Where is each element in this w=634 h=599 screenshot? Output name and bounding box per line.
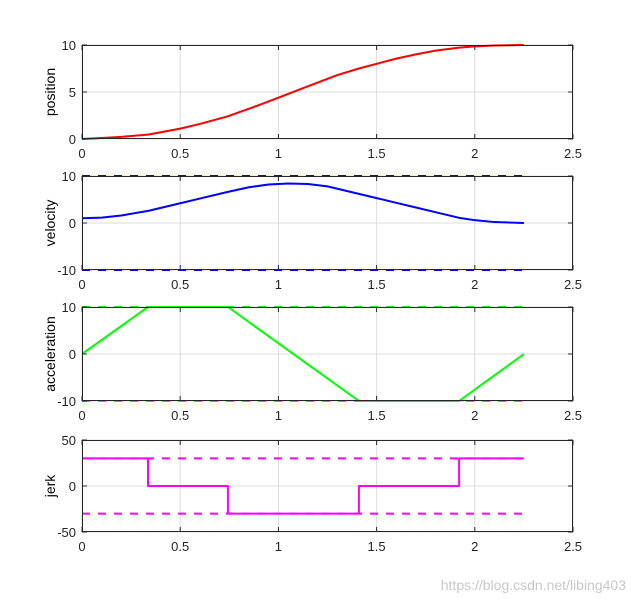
x-tick-label: 1.5 (368, 277, 386, 292)
y-tick-label: 5 (69, 85, 76, 100)
x-tick-label: 0.5 (171, 539, 189, 554)
y-tick-label: -10 (57, 263, 76, 278)
x-tick-label: 1 (275, 539, 282, 554)
y-tick-label: 0 (69, 216, 76, 231)
y-tick-label: 10 (62, 169, 76, 184)
x-tick-label: 1.5 (368, 408, 386, 423)
x-tick-label: 0.5 (171, 408, 189, 423)
x-tick-label: 1 (275, 408, 282, 423)
x-tick-label: 2.5 (564, 408, 582, 423)
x-tick-label: 1 (275, 146, 282, 161)
x-tick-label: 1 (275, 277, 282, 292)
x-tick-label: 0 (78, 277, 85, 292)
x-tick-label: 2 (471, 408, 478, 423)
series-position (81, 44, 524, 140)
y-axis-label: acceleration (42, 316, 58, 392)
watermark: https://blog.csdn.net/libing403 (440, 577, 626, 593)
y-tick-label: 10 (62, 300, 76, 315)
y-tick-label: -10 (57, 394, 76, 409)
y-tick-label: 50 (62, 433, 76, 448)
x-tick-label: 2.5 (564, 539, 582, 554)
y-axis-label: velocity (42, 200, 58, 247)
y-tick-label: -50 (57, 525, 76, 540)
x-tick-label: 0 (78, 539, 85, 554)
x-tick-label: 1.5 (368, 146, 386, 161)
y-tick-label: 0 (69, 479, 76, 494)
series-acceleration (81, 306, 525, 402)
y-tick-label: 0 (69, 347, 76, 362)
x-tick-label: 2.5 (564, 146, 582, 161)
y-axis-label: position (42, 68, 58, 116)
x-tick-label: 0.5 (171, 277, 189, 292)
x-tick-label: 0 (78, 146, 85, 161)
y-tick-label: 10 (62, 38, 76, 53)
x-tick-label: 1.5 (368, 539, 386, 554)
y-tick-label: 0 (69, 132, 76, 147)
x-tick-label: 0 (78, 408, 85, 423)
x-tick-label: 2 (471, 539, 478, 554)
x-tick-label: 2 (471, 277, 478, 292)
series-velocity (81, 182, 524, 224)
subplot-position: 0 0.5 1 1.5 2 2.5 0 5 10 position (42, 38, 582, 161)
y-axis-label: jerk (42, 474, 58, 499)
x-tick-label: 2 (471, 146, 478, 161)
x-tick-label: 0.5 (171, 146, 189, 161)
x-tick-label: 2.5 (564, 277, 582, 292)
